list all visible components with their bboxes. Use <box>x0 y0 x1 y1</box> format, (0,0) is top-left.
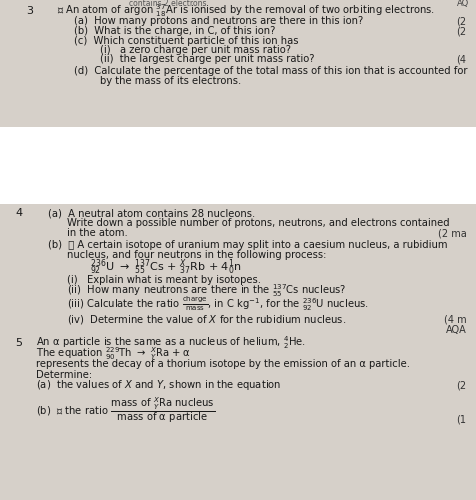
Text: contains 2 electrons: contains 2 electrons <box>129 0 206 8</box>
Text: Ⓡ An atom of argon $^{37}_{18}$Ar is ionised by the removal of two orbiting elec: Ⓡ An atom of argon $^{37}_{18}$Ar is ion… <box>57 2 435 20</box>
Text: (ii)  How many neutrons are there in the $^{137}_{55}$Cs nucleus?: (ii) How many neutrons are there in the … <box>67 282 346 299</box>
Bar <box>0 128 476 204</box>
Text: (a)  the values of $X$ and $Y$, shown in the equation: (a) the values of $X$ and $Y$, shown in … <box>36 378 281 392</box>
Text: (b)  What is the charge, in C, of this ion?: (b) What is the charge, in C, of this io… <box>74 26 275 36</box>
Text: AQA: AQA <box>446 325 466 335</box>
Text: Determine:: Determine: <box>36 370 92 380</box>
Text: (b)  Ⓡ the ratio $\dfrac{\mathrm{mass\ of\ }^{X}_{Y}\mathrm{Ra\ nucleus}}{\mathr: (b) Ⓡ the ratio $\dfrac{\mathrm{mass\ of… <box>36 395 215 425</box>
Text: An α particle is the same as a nucleus of helium, $^{4}_{2}$He.: An α particle is the same as a nucleus o… <box>36 334 306 351</box>
Text: 4: 4 <box>15 208 22 218</box>
Text: Write down a possible number of protons, neutrons, and electrons contained: Write down a possible number of protons,… <box>67 218 449 228</box>
Text: AQ: AQ <box>456 0 469 8</box>
Text: (2: (2 <box>456 26 466 36</box>
Text: (4: (4 <box>456 54 466 64</box>
Text: (a)  How many protons and neutrons are there in this ion?: (a) How many protons and neutrons are th… <box>74 16 363 26</box>
Text: (c)  Which constituent particle of this ion has: (c) Which constituent particle of this i… <box>74 36 298 46</box>
Bar <box>129 0 462 7</box>
Text: (d)  Calculate the percentage of the total mass of this ion that is accounted fo: (d) Calculate the percentage of the tota… <box>74 66 467 76</box>
Text: represents the decay of a thorium isotope by the emission of an α particle.: represents the decay of a thorium isotop… <box>36 359 410 369</box>
Text: (2: (2 <box>456 16 466 26</box>
Text: (1: (1 <box>456 415 466 425</box>
Text: The equation $^{229}_{90}$Th $\rightarrow$ $^{X}_{Y}$Ra + α: The equation $^{229}_{90}$Th $\rightarro… <box>36 345 191 362</box>
Text: by the mass of its electrons.: by the mass of its electrons. <box>100 76 241 86</box>
Text: (i)   a zero charge per unit mass ratio?: (i) a zero charge per unit mass ratio? <box>100 45 291 55</box>
Text: (a)  A neutral atom contains 28 nucleons.: (a) A neutral atom contains 28 nucleons. <box>48 208 255 218</box>
Text: (ii)  the largest charge per unit mass ratio?: (ii) the largest charge per unit mass ra… <box>100 54 315 64</box>
Text: (iii) Calculate the ratio $\frac{\mathrm{charge}}{\mathrm{mass}}$, in C kg$^{-1}: (iii) Calculate the ratio $\frac{\mathrm… <box>67 294 369 313</box>
Text: (iv)  Determine the value of $X$ for the rubidium nucleus.: (iv) Determine the value of $X$ for the … <box>67 312 346 326</box>
Text: (2 ma: (2 ma <box>438 228 466 238</box>
Text: in the atom.: in the atom. <box>67 228 128 238</box>
Text: $^{236}_{92}$U $\rightarrow$ $^{137}_{55}$Cs + $^{X}_{37}$Rb + 4$^{1}_{0}$n: $^{236}_{92}$U $\rightarrow$ $^{137}_{55… <box>90 258 242 278</box>
Text: (b)  Ⓡ A certain isotope of uranium may split into a caesium nucleus, a rubidium: (b) Ⓡ A certain isotope of uranium may s… <box>48 240 447 250</box>
Text: 3: 3 <box>26 6 33 16</box>
Text: (i)   Explain what is meant by isotopes.: (i) Explain what is meant by isotopes. <box>67 275 261 285</box>
Bar <box>0 204 476 500</box>
Text: 5: 5 <box>15 338 22 347</box>
Text: (2: (2 <box>456 380 466 390</box>
Bar <box>0 0 476 128</box>
Text: (4 m: (4 m <box>444 314 466 324</box>
Text: nucleus, and four neutrons in the following process:: nucleus, and four neutrons in the follow… <box>67 250 326 260</box>
